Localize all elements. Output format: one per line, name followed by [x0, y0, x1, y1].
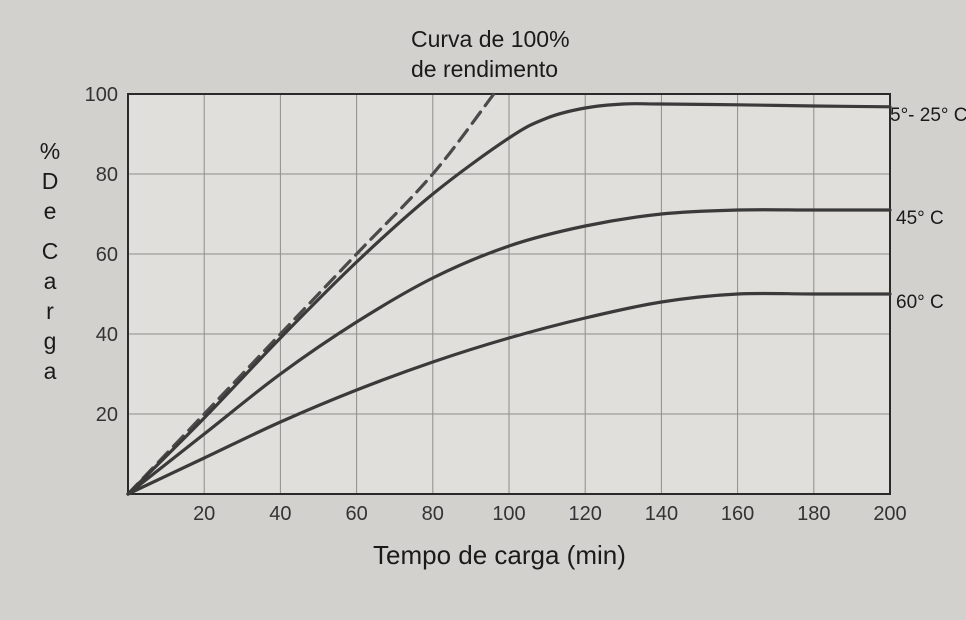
y-tick-label: 40	[96, 324, 118, 346]
x-tick-label: 60	[345, 503, 367, 525]
y-axis-label-char: %	[39, 138, 61, 164]
x-tick-label: 100	[492, 503, 525, 525]
y-axis-label-char: D	[41, 168, 59, 194]
x-tick-label: 120	[569, 503, 602, 525]
x-tick-label: 80	[422, 503, 444, 525]
y-tick-label: 20	[96, 404, 118, 426]
y-axis-label: % D e C a r g a	[32, 136, 68, 386]
series-label: 45° C	[896, 208, 944, 229]
y-axis-label-char: e	[43, 198, 57, 224]
y-tick-label: 100	[85, 84, 118, 106]
y-axis-label-char: C	[41, 238, 59, 264]
series-line-2	[126, 208, 892, 496]
x-tick-label: 20	[193, 503, 215, 525]
y-tick-label: 60	[96, 244, 118, 266]
y-axis-label-char: a	[43, 268, 57, 294]
x-tick-label: 40	[269, 503, 291, 525]
y-tick-label: 80	[96, 164, 118, 186]
series-label: 5°- 25° C	[890, 105, 966, 126]
series-line-100-percent	[126, 92, 496, 496]
x-tick-label: 160	[721, 503, 754, 525]
y-axis-label-char: r	[46, 298, 54, 324]
chart-title-line-2: de rendimento	[411, 56, 559, 82]
chart-title: Curva de 100% de rendimento	[411, 24, 570, 84]
series-label: 60° C	[896, 292, 944, 313]
y-axis-label-char: a	[43, 358, 57, 384]
series-line-1	[126, 102, 892, 496]
x-tick-label: 180	[797, 503, 830, 525]
y-axis-label-char: g	[43, 328, 57, 354]
x-axis-label: Tempo de carga (min)	[373, 540, 626, 570]
series-line-3	[126, 291, 892, 496]
x-tick-label: 140	[645, 503, 678, 525]
x-tick-label: 200	[873, 503, 906, 525]
chart-title-line-1: Curva de 100%	[411, 26, 570, 52]
